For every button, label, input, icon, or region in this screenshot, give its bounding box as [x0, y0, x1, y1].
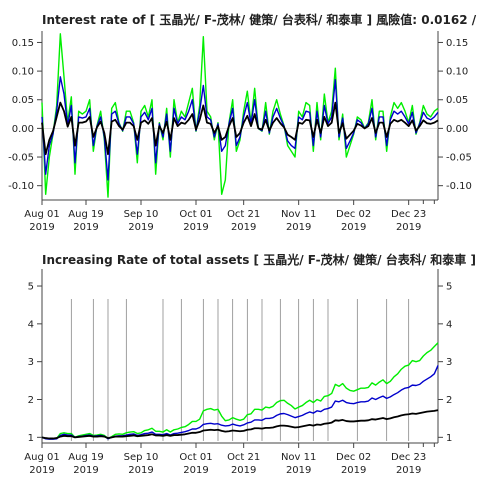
x-tick-year: 2019 — [29, 222, 54, 233]
x-tick-year: 2019 — [231, 222, 256, 233]
x-tick-label: Aug 19 — [68, 209, 103, 220]
y-tick-label: -0.05 — [8, 153, 34, 164]
chart-panel-1: Interest rate of [ 玉晶光/ F-茂林/ 健策/ 台表科/ 和… — [8, 12, 480, 233]
chart-title: Interest rate of [ 玉晶光/ F-茂林/ 健策/ 台表科/ 和… — [42, 12, 480, 27]
x-tick-label: Dec 23 — [391, 209, 426, 220]
x-tick-year: 2019 — [231, 465, 256, 476]
series-line-black — [41, 101, 439, 156]
y-tick-label-right: 0.05 — [446, 95, 468, 106]
y-tick-label-right: 1 — [446, 433, 452, 444]
x-tick-year: 2019 — [286, 465, 311, 476]
x-tick-year: 2019 — [286, 222, 311, 233]
series-line-blue — [41, 365, 439, 440]
y-tick-label: 1 — [28, 433, 34, 444]
y-tick-label-right: -0.05 — [446, 153, 472, 164]
y-tick-label-right: 0.15 — [446, 38, 468, 49]
x-tick-label: Dec 02 — [336, 209, 371, 220]
x-tick-year: 2019 — [128, 222, 153, 233]
x-tick-year: 2019 — [341, 465, 366, 476]
y-tick-label: 0.00 — [12, 124, 34, 135]
x-tick-label: Sep 10 — [124, 452, 159, 463]
y-tick-label-right: 3 — [446, 357, 452, 368]
x-tick-label: Oct 21 — [227, 452, 260, 463]
y-tick-label-right: 5 — [446, 282, 452, 293]
x-tick-label: Aug 01 — [24, 209, 59, 220]
x-tick-year: 2019 — [183, 465, 208, 476]
x-tick-label: Dec 02 — [336, 452, 371, 463]
x-tick-year: 2019 — [396, 465, 421, 476]
x-tick-year: 2019 — [73, 465, 98, 476]
x-tick-label: Aug 19 — [68, 452, 103, 463]
y-tick-label-right: 2 — [446, 395, 452, 406]
y-tick-label-right: -0.10 — [446, 181, 472, 192]
x-tick-year: 2019 — [29, 465, 54, 476]
x-tick-year: 2019 — [128, 465, 153, 476]
x-tick-year: 2019 — [396, 222, 421, 233]
series-line-blue — [41, 76, 439, 181]
y-tick-label: 0.05 — [12, 95, 34, 106]
series-line-green — [41, 342, 439, 440]
y-tick-label-right: 4 — [446, 319, 452, 330]
y-tick-label: -0.10 — [8, 181, 34, 192]
x-tick-label: Dec 23 — [391, 452, 426, 463]
y-tick-label: 0.10 — [12, 67, 34, 78]
x-tick-year: 2019 — [183, 222, 208, 233]
x-tick-label: Nov 11 — [281, 209, 316, 220]
x-tick-label: Nov 11 — [281, 452, 316, 463]
x-tick-label: Sep 10 — [124, 209, 159, 220]
y-tick-label-right: 0.00 — [446, 124, 468, 135]
y-tick-label: 2 — [28, 395, 34, 406]
chart-panel-2: Increasing Rate of total assets [ 玉晶光/ F… — [24, 252, 480, 476]
x-tick-year: 2019 — [73, 222, 98, 233]
x-tick-label: Oct 21 — [227, 209, 260, 220]
y-tick-label-right: 0.10 — [446, 67, 468, 78]
x-tick-label: Oct 01 — [179, 209, 212, 220]
x-tick-year: 2019 — [341, 222, 366, 233]
y-tick-label: 4 — [28, 319, 34, 330]
y-tick-label: 3 — [28, 357, 34, 368]
x-tick-label: Aug 01 — [24, 452, 59, 463]
series-line-black — [41, 409, 439, 440]
y-tick-label: 0.15 — [12, 38, 34, 49]
chart-title: Increasing Rate of total assets [ 玉晶光/ F… — [42, 252, 480, 267]
series-line-green — [41, 33, 439, 198]
y-tick-label: 5 — [28, 282, 34, 293]
x-tick-label: Oct 01 — [179, 452, 212, 463]
